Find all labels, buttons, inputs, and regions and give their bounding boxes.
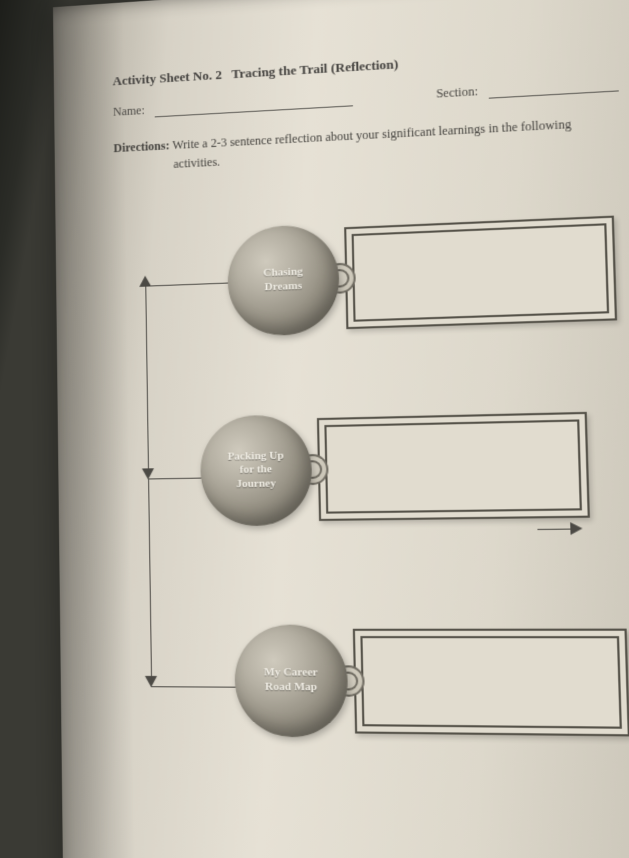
topic-label: Packing Up <box>227 449 284 462</box>
topic-label: for the <box>240 463 272 476</box>
connector-seg <box>151 686 247 688</box>
reflection-node-2: Packing Up for the Journey <box>200 408 590 527</box>
page-content: Activity Sheet No. 2 Tracing the Trail (… <box>53 0 629 831</box>
topic-label: My Career <box>264 667 318 680</box>
topic-label: Road Map <box>265 681 317 694</box>
reflection-box[interactable] <box>344 216 617 330</box>
directions-block: Directions: Write a 2-3 sentence reflect… <box>113 112 620 176</box>
topic-circle: Packing Up for the Journey <box>200 414 313 526</box>
topic-label: Journey <box>236 477 276 490</box>
section-blank-line[interactable] <box>488 78 618 99</box>
reflection-node-3: My Career Road Map <box>234 625 629 741</box>
directions-text-1: Write a 2-3 sentence reflection about yo… <box>172 117 571 152</box>
connector-seg <box>145 286 149 473</box>
reflection-box[interactable] <box>353 629 629 737</box>
connector-seg <box>148 479 152 681</box>
reflection-node-1: Chasing Dreams <box>227 212 617 338</box>
topic-label: Dreams <box>264 280 302 294</box>
title-prefix: Activity Sheet No. 2 <box>113 67 223 88</box>
arrow-right-icon <box>570 522 583 535</box>
name-label: Name: <box>113 103 145 120</box>
title-main: Tracing the Trail (Reflection) <box>231 56 398 81</box>
reflection-box[interactable] <box>317 412 590 521</box>
connector-seg <box>145 282 240 287</box>
section-label: Section: <box>436 84 478 102</box>
topic-label: Chasing <box>263 266 303 280</box>
photo-scene: Activity Sheet No. 2 Tracing the Trail (… <box>0 0 629 858</box>
reflection-diagram: Chasing Dreams Packing Up for the Journe… <box>115 211 629 808</box>
name-blank-line[interactable] <box>155 93 353 117</box>
topic-circle: My Career Road Map <box>234 625 349 738</box>
directions-lead: Directions: <box>113 138 169 155</box>
directions-text-2: activities. <box>173 154 220 170</box>
connector-seg <box>537 529 574 530</box>
worksheet-page: Activity Sheet No. 2 Tracing the Trail (… <box>53 0 629 858</box>
topic-circle: Chasing Dreams <box>227 224 340 338</box>
